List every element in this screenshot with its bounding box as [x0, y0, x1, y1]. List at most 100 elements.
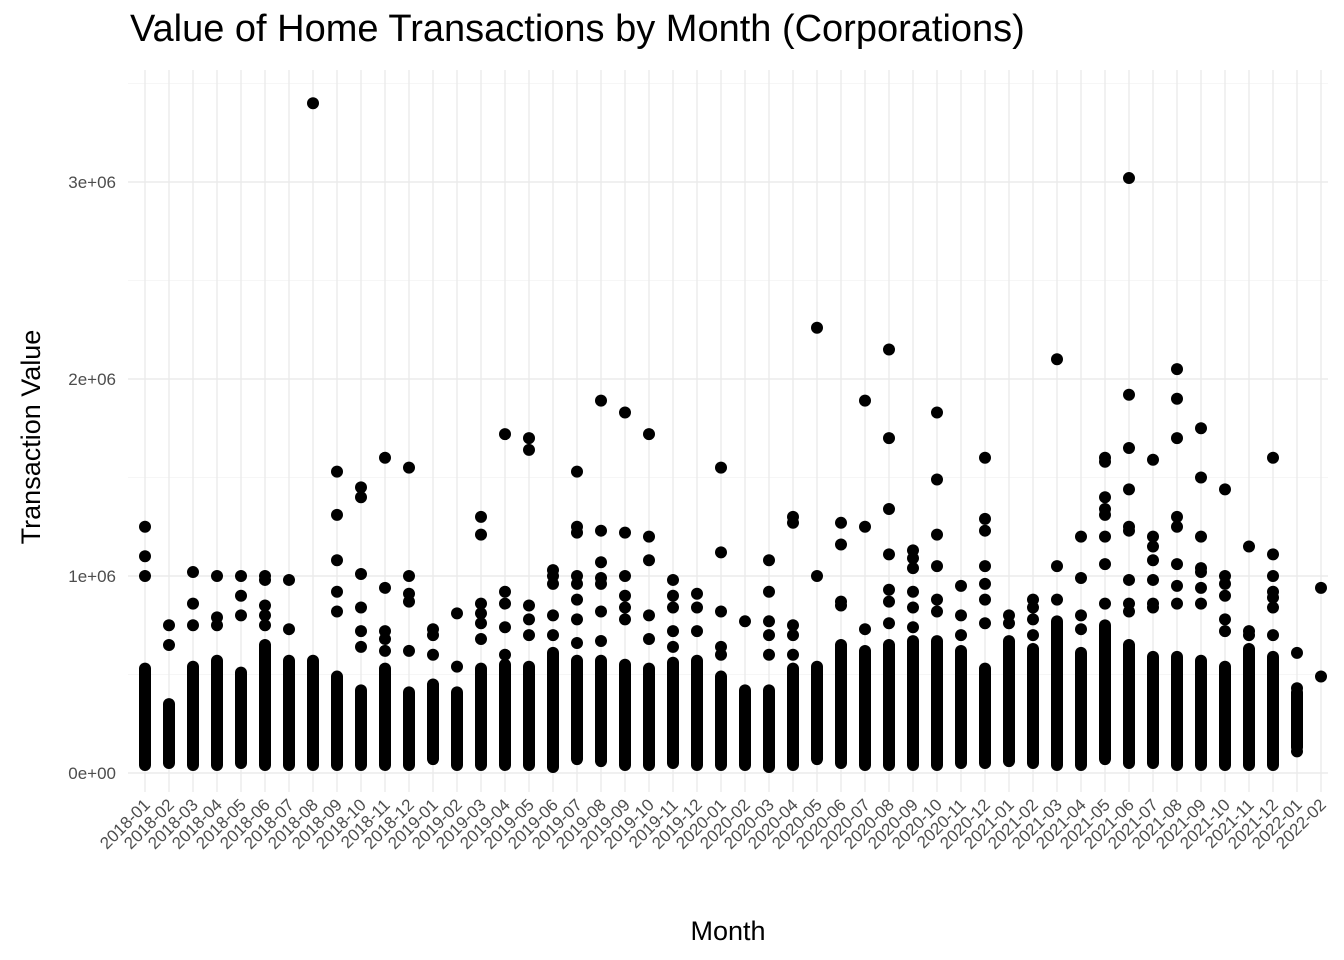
- month-points-2021-02: [1027, 593, 1039, 770]
- month-points-2020-08: [883, 343, 895, 772]
- data-point: [907, 552, 919, 565]
- data-point: [139, 550, 151, 563]
- data-point: [571, 636, 583, 649]
- data-point: [499, 428, 511, 441]
- month-points-2019-04: [499, 428, 511, 772]
- data-point: [187, 597, 199, 610]
- month-points-2021-03: [1051, 353, 1063, 772]
- data-point: [667, 601, 679, 614]
- data-point: [547, 609, 559, 622]
- data-point: [475, 617, 487, 630]
- data-point: [403, 644, 415, 657]
- data-point: [259, 609, 271, 622]
- data-point: [835, 538, 847, 551]
- month-points-2019-07: [571, 465, 583, 766]
- data-point: [355, 568, 367, 581]
- data-point: [787, 629, 799, 642]
- dense-points-column: [1027, 642, 1039, 770]
- data-point: [811, 321, 823, 334]
- data-point: [499, 597, 511, 610]
- month-points-2020-10: [931, 406, 943, 772]
- data-point: [619, 589, 631, 602]
- data-point: [523, 443, 535, 456]
- x-axis-title: Month: [690, 916, 765, 946]
- data-point: [859, 520, 871, 533]
- data-point: [1267, 451, 1279, 464]
- month-points-2021-12: [1267, 451, 1279, 772]
- month-points-2019-11: [667, 573, 679, 770]
- month-points-2021-06: [1123, 172, 1135, 770]
- dense-points-column: [739, 684, 751, 772]
- data-point: [163, 638, 175, 651]
- data-point: [643, 633, 655, 646]
- data-point: [1219, 483, 1231, 496]
- month-points-2021-10: [1219, 483, 1231, 772]
- data-point: [1291, 745, 1303, 758]
- data-point: [595, 605, 607, 618]
- data-point: [1195, 530, 1207, 543]
- data-point: [667, 573, 679, 586]
- month-points-2019-08: [595, 394, 607, 768]
- data-point: [499, 621, 511, 634]
- data-point: [259, 573, 271, 586]
- data-point: [1171, 392, 1183, 405]
- data-point: [571, 613, 583, 626]
- month-points-2020-06: [835, 516, 847, 770]
- dense-points-column: [715, 670, 727, 772]
- data-point: [979, 524, 991, 537]
- data-point: [451, 660, 463, 673]
- month-points-2020-12: [979, 451, 991, 770]
- data-point: [1123, 573, 1135, 586]
- data-point: [691, 625, 703, 638]
- data-point: [1123, 605, 1135, 618]
- data-point: [1051, 353, 1063, 366]
- data-point: [979, 593, 991, 606]
- data-point: [1123, 441, 1135, 454]
- month-points-2019-03: [475, 510, 487, 772]
- month-points-2021-11: [1243, 540, 1255, 772]
- data-point: [907, 621, 919, 634]
- dense-points-column: [667, 656, 679, 770]
- data-point: [259, 619, 271, 632]
- data-point: [1267, 601, 1279, 614]
- data-point: [451, 607, 463, 620]
- y-axis-ticks: 0e+00 1e+06 2e+06 3e+06: [68, 173, 116, 783]
- data-point: [595, 524, 607, 537]
- data-point: [283, 623, 295, 636]
- data-point: [379, 644, 391, 657]
- month-points-2021-01: [1003, 609, 1015, 768]
- data-point: [715, 546, 727, 559]
- y-tick-label: 2e+06: [68, 370, 116, 389]
- dense-points-column: [1243, 642, 1255, 772]
- data-point: [739, 615, 751, 628]
- month-points-2021-07: [1147, 453, 1159, 770]
- data-point: [475, 597, 487, 610]
- data-point: [331, 465, 343, 478]
- data-point: [1171, 432, 1183, 445]
- data-point: [1123, 172, 1135, 185]
- data-point: [619, 406, 631, 419]
- data-point: [1099, 530, 1111, 543]
- data-point: [475, 510, 487, 523]
- dense-points-column: [259, 639, 271, 772]
- data-point: [883, 432, 895, 445]
- data-point: [1315, 670, 1327, 683]
- data-point: [1219, 577, 1231, 590]
- data-point: [1195, 581, 1207, 594]
- data-point: [1171, 597, 1183, 610]
- month-points-2018-02: [163, 619, 175, 770]
- data-point: [883, 548, 895, 561]
- data-point: [1267, 629, 1279, 642]
- data-point: [1075, 571, 1087, 584]
- data-point: [619, 601, 631, 614]
- dense-points-column: [235, 666, 247, 770]
- dense-points-column: [595, 654, 607, 768]
- data-point: [571, 465, 583, 478]
- dense-points-column: [163, 698, 175, 770]
- dense-points-column: [403, 686, 415, 772]
- dense-points-column: [451, 686, 463, 772]
- month-points-2019-01: [427, 623, 439, 766]
- data-point: [1099, 491, 1111, 504]
- data-point: [955, 629, 967, 642]
- data-point: [595, 394, 607, 407]
